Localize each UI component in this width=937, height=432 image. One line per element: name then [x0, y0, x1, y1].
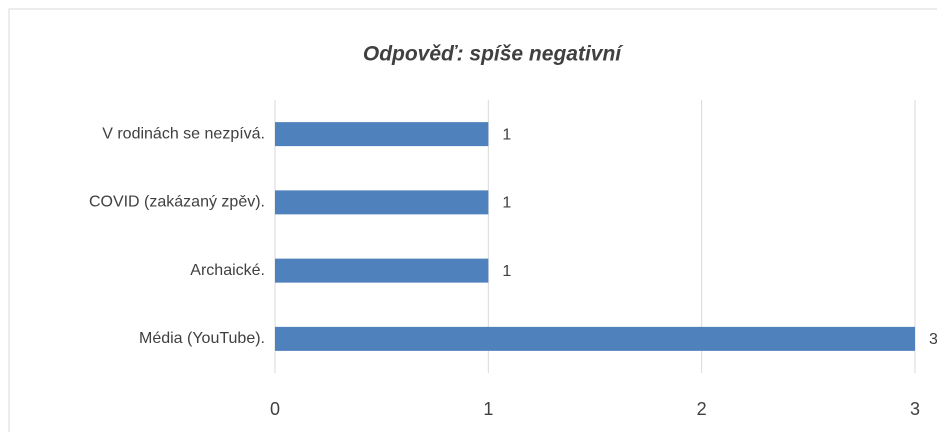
- bar: [275, 258, 489, 283]
- y-tick-label: V rodinách se nezpívá.: [102, 125, 265, 142]
- x-tick-label: 3: [910, 399, 920, 419]
- y-tick-label: Média (YouTube).: [139, 330, 265, 347]
- chart-title: Odpověď: spíše negativní: [363, 43, 624, 66]
- y-tick-label: COVID (zakázaný zpěv).: [89, 194, 265, 211]
- data-label: 3: [929, 331, 937, 348]
- data-label: 1: [502, 126, 511, 143]
- data-label: 1: [502, 195, 511, 212]
- bar: [275, 122, 489, 147]
- x-tick-label: 0: [270, 399, 280, 419]
- data-label: 1: [502, 263, 511, 280]
- x-tick-label: 2: [697, 399, 707, 419]
- y-tick-label: Archaické.: [190, 262, 265, 279]
- x-tick-label: 1: [483, 399, 493, 419]
- bar: [275, 190, 489, 215]
- chart-frame: [8, 8, 937, 432]
- bar: [275, 326, 915, 351]
